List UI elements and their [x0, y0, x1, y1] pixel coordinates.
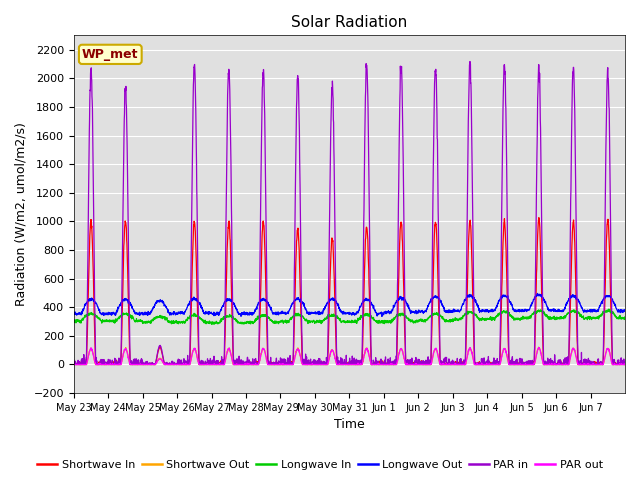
PAR out	[547, 361, 554, 367]
Longwave In	[547, 316, 554, 322]
PAR in	[244, 361, 252, 367]
Shortwave In	[244, 361, 252, 367]
PAR out	[244, 361, 252, 367]
Shortwave In	[614, 361, 621, 367]
Longwave Out	[515, 307, 523, 312]
Longwave In	[621, 314, 628, 320]
PAR in	[516, 356, 524, 362]
PAR in	[466, 59, 474, 64]
Text: WP_met: WP_met	[82, 48, 138, 61]
Longwave In	[605, 306, 612, 312]
Y-axis label: Radiation (W/m2, umol/m2/s): Radiation (W/m2, umol/m2/s)	[15, 122, 28, 306]
Shortwave Out	[244, 361, 252, 367]
PAR out	[621, 361, 628, 367]
Longwave Out	[378, 313, 386, 319]
Line: PAR in: PAR in	[74, 61, 625, 364]
Line: Longwave Out: Longwave Out	[74, 293, 625, 316]
Shortwave In	[383, 361, 390, 367]
Longwave In	[208, 322, 216, 327]
PAR in	[125, 296, 133, 301]
Line: PAR out: PAR out	[74, 348, 625, 364]
Shortwave In	[125, 326, 133, 332]
Longwave In	[614, 315, 621, 321]
PAR out	[515, 361, 523, 367]
PAR out	[382, 361, 390, 367]
Longwave In	[383, 319, 390, 325]
Longwave In	[125, 311, 132, 317]
Shortwave Out	[621, 361, 628, 367]
Shortwave In	[535, 215, 543, 220]
Legend: Shortwave In, Shortwave Out, Longwave In, Longwave Out, PAR in, PAR out: Shortwave In, Shortwave Out, Longwave In…	[33, 456, 607, 474]
PAR out	[70, 361, 77, 367]
PAR out	[125, 357, 132, 362]
Shortwave Out	[535, 344, 543, 350]
Longwave In	[515, 316, 523, 322]
Shortwave In	[515, 360, 523, 366]
Shortwave Out	[125, 358, 133, 364]
PAR in	[70, 361, 78, 367]
Shortwave Out	[70, 361, 77, 367]
Longwave Out	[125, 299, 132, 304]
PAR in	[621, 361, 628, 367]
Shortwave Out	[383, 361, 390, 367]
PAR in	[70, 357, 77, 363]
Shortwave In	[70, 361, 77, 367]
Shortwave Out	[614, 361, 621, 367]
Longwave Out	[614, 308, 621, 313]
PAR in	[614, 361, 621, 367]
Shortwave Out	[70, 361, 78, 367]
PAR in	[383, 361, 390, 367]
Longwave Out	[70, 312, 77, 317]
Longwave Out	[244, 312, 252, 318]
Shortwave In	[70, 361, 78, 367]
Longwave Out	[534, 290, 541, 296]
PAR out	[613, 361, 621, 367]
Title: Solar Radiation: Solar Radiation	[291, 15, 408, 30]
Line: Shortwave Out: Shortwave Out	[74, 347, 625, 364]
Shortwave In	[547, 360, 554, 366]
Longwave In	[70, 317, 77, 323]
Shortwave Out	[547, 361, 554, 367]
Longwave Out	[383, 311, 390, 316]
Longwave Out	[547, 308, 554, 313]
Line: Shortwave In: Shortwave In	[74, 217, 625, 364]
PAR in	[547, 356, 554, 361]
PAR out	[535, 345, 543, 350]
Shortwave In	[621, 361, 628, 367]
Longwave Out	[621, 307, 628, 313]
X-axis label: Time: Time	[334, 419, 365, 432]
Shortwave Out	[515, 361, 523, 367]
Longwave In	[244, 320, 252, 325]
Line: Longwave In: Longwave In	[74, 309, 625, 324]
